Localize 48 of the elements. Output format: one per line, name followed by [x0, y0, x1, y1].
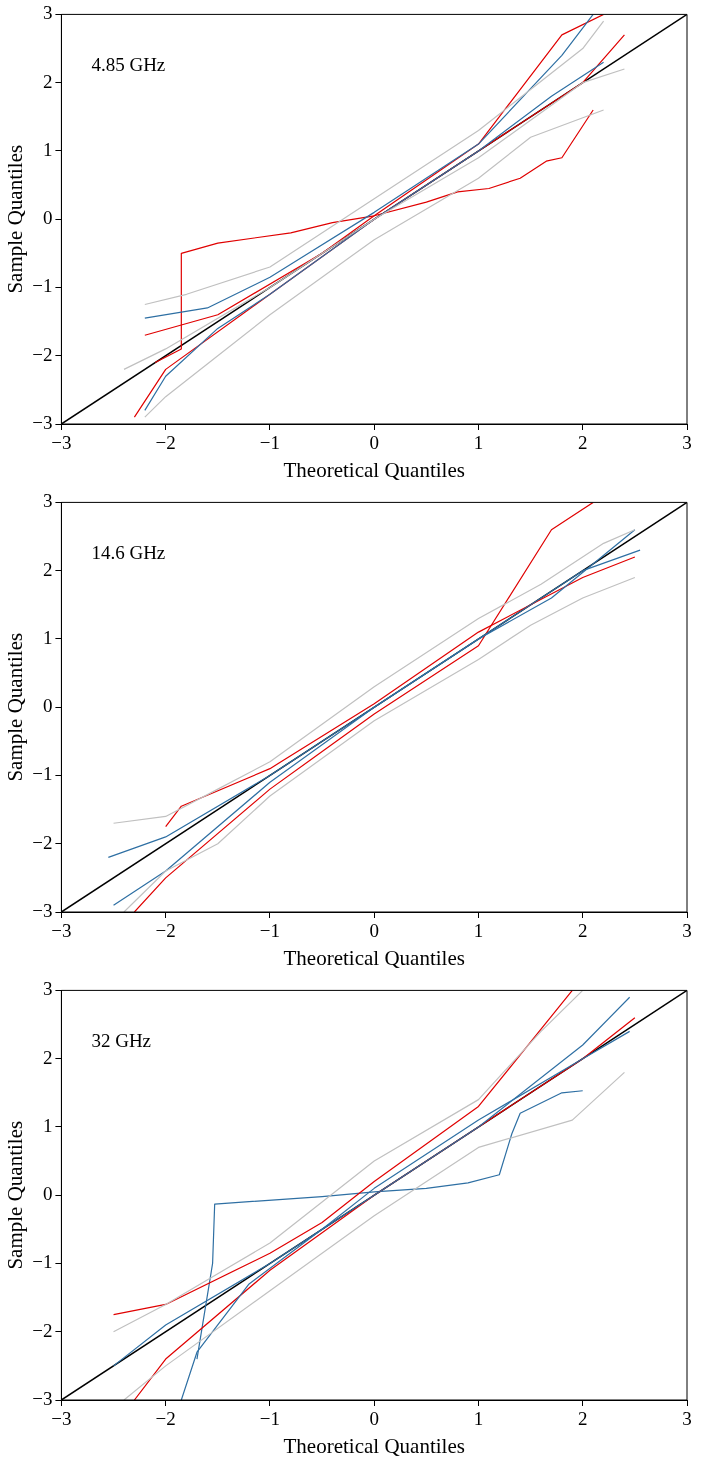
x-tick-label: 3 [682, 432, 692, 454]
y-axis-title: Sample Quantiles [3, 632, 28, 782]
y-tick-label: −3 [32, 899, 53, 921]
y-axis-title: Sample Quantiles [3, 1120, 28, 1270]
x-tick-label: 0 [369, 432, 379, 454]
y-tick-label: 0 [42, 207, 53, 229]
y-tick-label: −2 [32, 343, 53, 365]
x-axis-title: Theoretical Quantiles [283, 945, 465, 970]
x-tick-label: 1 [473, 432, 484, 454]
x-tick-label: 2 [577, 920, 588, 942]
y-tick-label: 2 [42, 1046, 53, 1068]
y-tick-label: 1 [42, 1114, 53, 1136]
annotation: 4.85 GHz [91, 54, 166, 76]
annotation: 32 GHz [91, 1030, 152, 1052]
x-axis-title: Theoretical Quantiles [283, 1433, 465, 1458]
y-tick-label: −3 [32, 1387, 53, 1409]
y-tick-label: −1 [32, 763, 53, 785]
x-tick-label: −2 [155, 432, 176, 454]
annotation: 14.6 GHz [91, 542, 166, 564]
y-tick-label: 2 [42, 558, 53, 580]
y-tick-label: 1 [42, 626, 53, 648]
y-tick-label: 3 [42, 978, 53, 1000]
y-tick-label: 2 [42, 70, 53, 92]
x-tick-label: 1 [473, 1408, 484, 1430]
y-tick-label: 3 [42, 2, 53, 24]
x-tick-label: −1 [259, 1408, 281, 1430]
y-tick-label: −1 [32, 1251, 53, 1273]
y-tick-label: −2 [32, 1319, 53, 1341]
y-tick-label: 3 [42, 490, 53, 512]
x-tick-label: −1 [259, 920, 281, 942]
x-tick-label: −2 [155, 1408, 176, 1430]
x-tick-label: 3 [682, 1408, 692, 1430]
y-tick-label: 1 [42, 138, 53, 160]
x-tick-label: −2 [155, 920, 176, 942]
x-tick-label: −1 [259, 432, 281, 454]
y-tick-label: −3 [32, 411, 53, 433]
y-tick-label: −2 [32, 831, 53, 853]
x-tick-label: 2 [577, 432, 588, 454]
x-tick-label: 1 [473, 920, 484, 942]
y-tick-label: −1 [32, 275, 53, 297]
x-tick-label: 0 [369, 920, 379, 942]
x-tick-label: 2 [577, 1408, 588, 1430]
y-axis-title: Sample Quantiles [3, 144, 28, 294]
x-axis-title: Theoretical Quantiles [283, 457, 465, 482]
y-tick-label: 0 [42, 695, 53, 717]
x-tick-label: 0 [369, 1408, 379, 1430]
y-tick-label: 0 [42, 1183, 53, 1205]
x-tick-label: 3 [682, 920, 692, 942]
